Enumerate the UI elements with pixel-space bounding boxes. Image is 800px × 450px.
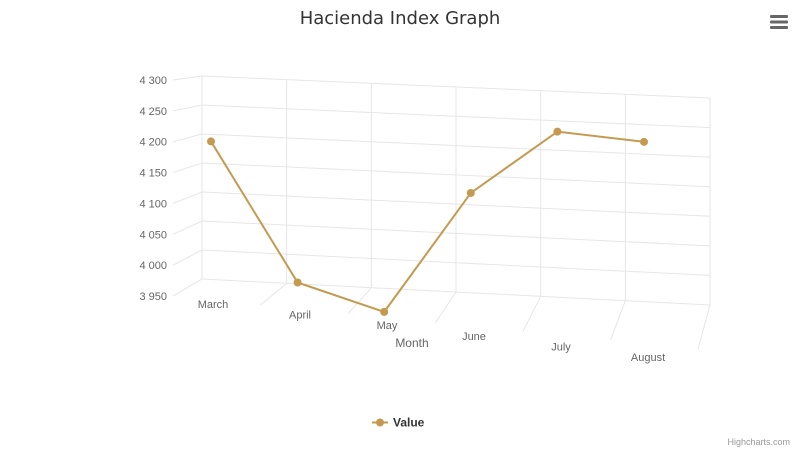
x-tick-label: June xyxy=(462,331,486,343)
y-tick-label: 4 150 xyxy=(139,168,167,180)
y-tick-label: 4 100 xyxy=(139,198,167,210)
data-point[interactable] xyxy=(293,278,302,287)
hamburger-menu-icon xyxy=(770,15,788,29)
y-wall-line xyxy=(172,75,203,81)
y-wall-line xyxy=(172,104,203,112)
x-floor-line xyxy=(610,300,626,341)
chart-title: Hacienda Index Graph xyxy=(300,8,501,29)
x-axis-title: Month xyxy=(395,336,428,350)
y-wall-line xyxy=(172,133,203,143)
y-axis: 3 950 4 000 4 050 4 100 4 150 4 200 4 250 4 300 xyxy=(139,75,167,303)
x-floor-line xyxy=(435,291,457,323)
y-tick-label: 4 200 xyxy=(139,137,167,149)
y-wall-line xyxy=(172,220,203,235)
x-tick-label: August xyxy=(631,352,665,364)
y-tick-label: 4 300 xyxy=(139,75,167,87)
x-tick-label: April xyxy=(289,310,311,322)
x-tick-label: May xyxy=(377,320,398,332)
series-line xyxy=(210,130,645,314)
y-tick-label: 3 950 xyxy=(139,291,167,303)
x-floor-line xyxy=(347,287,372,315)
data-point[interactable] xyxy=(640,137,648,146)
menu-button[interactable] xyxy=(764,8,794,36)
x-floor-line xyxy=(522,296,542,332)
credits-link[interactable]: Highcharts.com xyxy=(727,437,790,447)
y-tick-label: 4 000 xyxy=(139,260,167,272)
y-tick-label: 4 250 xyxy=(139,106,167,118)
x-floor-line xyxy=(172,278,203,297)
legend[interactable]: Value xyxy=(372,416,425,430)
y-wall-line xyxy=(172,191,203,204)
data-point[interactable] xyxy=(207,137,215,146)
data-point[interactable] xyxy=(380,307,389,316)
x-floor-line xyxy=(697,304,711,350)
y-wall-line xyxy=(172,249,203,266)
x-floor-line xyxy=(260,282,287,306)
y-tick-label: 4 050 xyxy=(139,229,167,241)
series-value xyxy=(207,127,648,316)
x-tick-label: March xyxy=(198,299,229,311)
y-wall-line xyxy=(172,162,203,174)
legend-item-label: Value xyxy=(393,416,425,430)
plot-grid xyxy=(172,75,711,350)
data-point[interactable] xyxy=(466,188,475,197)
x-axis: March April May June July August xyxy=(198,299,665,364)
x-tick-label: July xyxy=(551,341,571,353)
data-point[interactable] xyxy=(553,127,562,136)
legend-marker-symbol xyxy=(376,418,384,427)
